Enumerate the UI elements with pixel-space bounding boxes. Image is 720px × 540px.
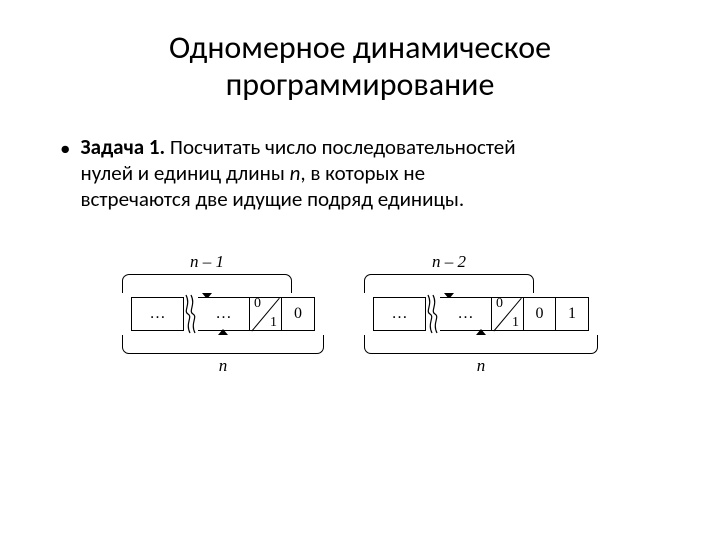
var-n: n [290, 160, 301, 186]
cell-value: 0 [282, 298, 314, 330]
task-text-2: нулей и единиц длины [80, 160, 289, 186]
top-brace-right [364, 274, 534, 293]
row-right: ……0101 [373, 297, 589, 331]
top-brace-label-right: n – 2 [432, 252, 466, 272]
bullet-glyph: • [60, 135, 70, 161]
bottom-brace-left [122, 335, 324, 354]
top-brace-wrap-right: n – 2 [364, 252, 534, 293]
cell-value: 0 [524, 298, 556, 330]
cell-ellipsis: … [132, 298, 184, 330]
sequence-break [184, 297, 198, 331]
title-line-2: программирование [226, 65, 495, 104]
slash-zero: 0 [496, 296, 503, 312]
body-text: • Задача 1. Посчитать число последовател… [60, 134, 680, 213]
diagrams-container: n – 1 ……010 n n – 2 ……0101 n [40, 252, 680, 376]
cell-value: 1 [556, 298, 588, 330]
task-text-3: , в которых не [300, 160, 425, 186]
top-brace-label-left: n – 1 [190, 252, 224, 272]
diagram-right: n – 2 ……0101 n [364, 252, 598, 376]
bottom-brace-wrap-right: n [364, 335, 598, 376]
diagram-left: n – 1 ……010 n [122, 252, 324, 376]
bottom-brace-wrap-left: n [122, 335, 324, 376]
bullet-item: • Задача 1. Посчитать число последовател… [60, 134, 680, 213]
slash-one: 1 [270, 315, 277, 331]
task-text-4: встречаются две идущие подряд единицы. [80, 186, 464, 212]
bottom-brace-right [364, 335, 598, 354]
cell-ellipsis: … [440, 298, 492, 330]
sequence-break [426, 297, 440, 331]
bottom-brace-label-left: n [219, 356, 228, 376]
task-paragraph: Задача 1. Посчитать число последовательн… [80, 134, 515, 213]
cell-ellipsis: … [374, 298, 426, 330]
title-line-1: Одномерное динамическое [169, 28, 551, 67]
slash-one: 1 [512, 315, 519, 331]
slash-zero: 0 [254, 296, 261, 312]
slide-title: Одномерное динамическое программирование [40, 30, 680, 104]
task-label: Задача 1. [80, 134, 165, 160]
slide: Одномерное динамическое программирование… [0, 0, 720, 540]
row-left: ……010 [131, 297, 315, 331]
top-brace-wrap-left: n – 1 [122, 252, 292, 293]
task-text-1: Посчитать число последовательностей [165, 134, 515, 160]
cell-ellipsis: … [198, 298, 250, 330]
bottom-brace-label-right: n [477, 356, 486, 376]
top-brace-left [122, 274, 292, 293]
cell-zero-or-one: 01 [250, 298, 282, 330]
cell-zero-or-one: 01 [492, 298, 524, 330]
